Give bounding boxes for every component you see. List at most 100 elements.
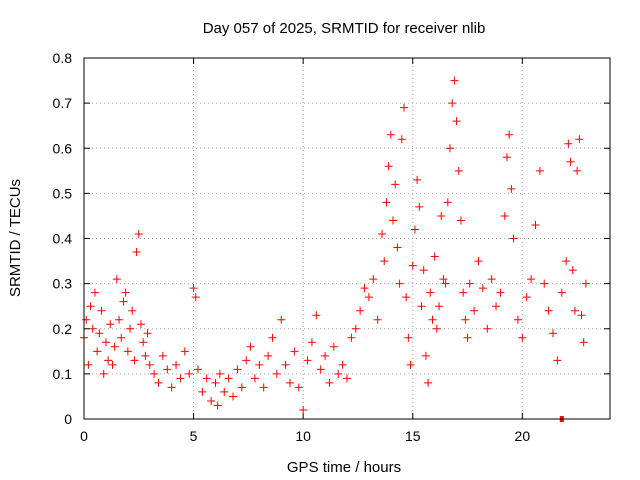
data-point — [189, 284, 198, 293]
data-point — [84, 360, 93, 369]
y-tick-label: 0.3 — [53, 276, 73, 292]
data-point — [115, 315, 124, 324]
x-tick-label: 10 — [295, 428, 311, 444]
data-point — [312, 311, 321, 320]
data-point — [143, 329, 152, 338]
data-point — [101, 338, 110, 347]
data-point — [185, 369, 194, 378]
y-tick-label: 0.7 — [53, 95, 73, 111]
data-point — [110, 342, 119, 351]
data-point — [272, 369, 281, 378]
chart-title: Day 057 of 2025, SRMTID for receiver nli… — [203, 20, 486, 37]
data-point — [483, 324, 492, 333]
y-tick-label: 0 — [64, 411, 72, 427]
data-point — [369, 275, 378, 284]
plot-frame — [83, 57, 611, 420]
data-point — [424, 378, 433, 387]
data-point — [180, 347, 189, 356]
data-point — [128, 306, 137, 315]
data-point — [500, 211, 509, 220]
data-point — [535, 166, 544, 175]
data-point — [507, 184, 516, 193]
data-point — [277, 315, 286, 324]
data-point — [573, 166, 582, 175]
data-point — [577, 311, 586, 320]
data-point — [426, 288, 435, 297]
x-axis-label: GPS time / hours — [287, 459, 401, 476]
data-point — [399, 103, 408, 112]
data-point — [527, 275, 536, 284]
data-point — [246, 342, 255, 351]
data-points — [80, 76, 590, 422]
data-point — [259, 383, 268, 392]
data-point — [121, 288, 130, 297]
data-point — [112, 275, 121, 284]
data-point — [202, 374, 211, 383]
data-point — [373, 315, 382, 324]
data-point — [117, 333, 126, 342]
data-point — [145, 360, 154, 369]
data-point — [281, 360, 290, 369]
data-point — [470, 306, 479, 315]
data-point — [321, 351, 330, 360]
data-point — [459, 288, 468, 297]
data-point — [134, 229, 143, 238]
data-point — [443, 198, 452, 207]
data-point — [454, 166, 463, 175]
data-point — [242, 356, 251, 365]
data-point — [88, 324, 97, 333]
x-tick-label: 20 — [515, 428, 531, 444]
data-point — [215, 369, 224, 378]
data-point — [581, 279, 590, 288]
data-point — [154, 378, 163, 387]
data-point — [461, 315, 470, 324]
data-point — [579, 338, 588, 347]
data-point — [290, 347, 299, 356]
data-point — [410, 225, 419, 234]
x-tick-label: 5 — [190, 428, 198, 444]
data-point — [229, 392, 238, 401]
data-point — [356, 306, 365, 315]
data-point — [106, 320, 115, 329]
data-point — [82, 315, 91, 324]
data-point — [544, 306, 553, 315]
y-tick-label: 0.4 — [53, 231, 73, 247]
data-point — [553, 356, 562, 365]
data-point — [531, 220, 540, 229]
data-point — [474, 257, 483, 266]
x-tick-label: 0 — [80, 428, 88, 444]
x-tick-label: 15 — [405, 428, 421, 444]
data-point — [95, 329, 104, 338]
data-point — [207, 396, 216, 405]
data-point — [380, 257, 389, 266]
data-point — [502, 153, 511, 162]
data-point — [325, 378, 334, 387]
data-point — [294, 383, 303, 392]
data-point — [343, 374, 351, 383]
data-point — [220, 387, 229, 396]
data-point — [562, 257, 571, 266]
data-point — [492, 302, 501, 311]
data-point — [509, 234, 518, 243]
data-point — [463, 333, 472, 342]
data-point — [428, 315, 437, 324]
data-point — [198, 387, 207, 396]
data-point — [264, 351, 273, 360]
data-point — [347, 333, 356, 342]
data-point — [430, 252, 439, 261]
data-point — [191, 293, 200, 302]
y-tick-label: 0.5 — [53, 185, 73, 201]
data-point — [487, 275, 496, 284]
data-point — [250, 374, 259, 383]
data-point — [303, 356, 312, 365]
data-point — [163, 365, 172, 374]
data-point — [384, 162, 393, 171]
data-point — [518, 333, 527, 342]
data-point — [437, 211, 446, 220]
data-point — [389, 216, 398, 225]
data-point — [329, 342, 338, 351]
data-point — [450, 76, 459, 85]
data-point — [123, 347, 132, 356]
data-point — [513, 315, 522, 324]
data-point — [86, 302, 95, 311]
